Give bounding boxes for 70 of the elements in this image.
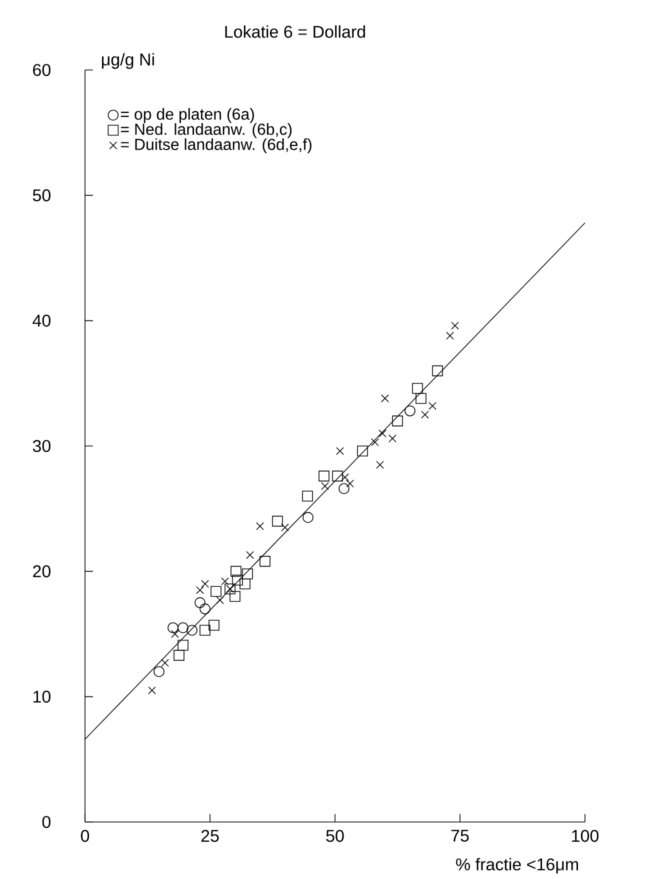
legend-label: = Ned. landaanw. (6b,c) [120, 123, 292, 138]
point [281, 524, 289, 532]
x-tick-label: 50 [326, 830, 344, 842]
point [404, 406, 416, 416]
point [451, 322, 459, 330]
x-axis-title: % fractie <16μm [456, 858, 578, 874]
x-tick-label: 100 [572, 830, 599, 842]
point [428, 402, 436, 410]
point [260, 556, 270, 567]
y-tick-label: 10 [34, 690, 50, 703]
point [302, 512, 314, 523]
point [321, 482, 329, 490]
point [240, 578, 250, 590]
point [446, 332, 454, 340]
y-tick-label: 40 [32, 314, 50, 327]
point [168, 622, 178, 634]
point [161, 658, 169, 667]
point [174, 650, 184, 661]
y-axis-title: μg/g Ni [102, 53, 154, 69]
point [246, 551, 254, 559]
point [242, 568, 253, 580]
point [196, 586, 204, 594]
y-tick-label: 30 [32, 440, 50, 452]
point [186, 624, 198, 636]
point [302, 490, 313, 502]
point [200, 604, 210, 614]
point [230, 566, 242, 577]
x-tick-label: 75 [451, 830, 469, 842]
point [210, 586, 222, 597]
point [208, 620, 220, 631]
legend-label: = Duitse landaanw. (6d,e,f) [120, 138, 312, 154]
point [371, 438, 379, 446]
point [378, 430, 386, 438]
y-tick-label: 50 [32, 189, 50, 202]
point [178, 640, 188, 651]
point [216, 596, 224, 604]
point [332, 470, 343, 482]
point [256, 522, 264, 530]
point [178, 622, 188, 634]
point [432, 365, 443, 376]
point [230, 591, 240, 602]
point [381, 394, 389, 402]
point [338, 483, 350, 494]
x-tick-label: 0 [80, 830, 90, 842]
point [421, 410, 429, 419]
point [221, 577, 229, 586]
point [357, 446, 368, 456]
point [412, 382, 423, 394]
point [272, 516, 283, 527]
point [318, 470, 330, 482]
y-tick-label: 60 [33, 64, 50, 76]
chart-title: Lokatie 6 = Dollard [225, 25, 365, 38]
point [148, 686, 156, 694]
point [194, 597, 206, 608]
legend-label: = op de platen (6a) [120, 108, 254, 123]
point [346, 480, 354, 488]
y-tick-label: 20 [33, 565, 50, 578]
point [201, 580, 209, 588]
point [154, 666, 164, 677]
point [392, 416, 403, 426]
point [200, 624, 210, 636]
y-tick-label: 0 [42, 816, 50, 828]
point [171, 630, 179, 638]
point [388, 434, 396, 442]
point [232, 574, 243, 586]
x-tick-label: 25 [201, 830, 219, 842]
point [376, 460, 384, 469]
point [341, 473, 349, 482]
point [416, 392, 426, 404]
point [336, 447, 344, 455]
